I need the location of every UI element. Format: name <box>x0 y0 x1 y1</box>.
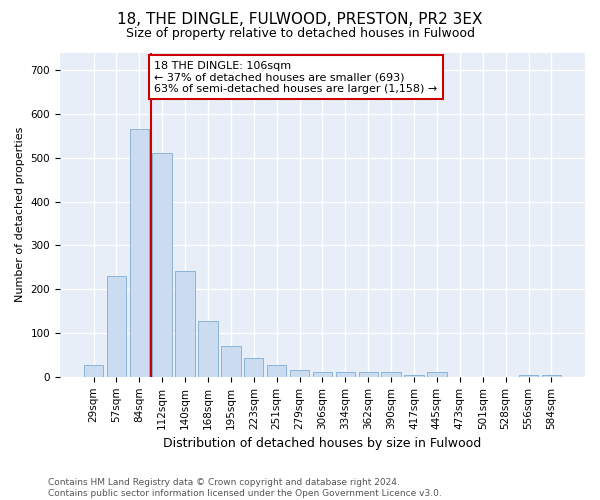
Text: 18 THE DINGLE: 106sqm
← 37% of detached houses are smaller (693)
63% of semi-det: 18 THE DINGLE: 106sqm ← 37% of detached … <box>154 60 437 94</box>
Bar <box>221 346 241 377</box>
Bar <box>107 276 126 377</box>
Text: Contains HM Land Registry data © Crown copyright and database right 2024.
Contai: Contains HM Land Registry data © Crown c… <box>48 478 442 498</box>
Bar <box>267 365 286 377</box>
Text: 18, THE DINGLE, FULWOOD, PRESTON, PR2 3EX: 18, THE DINGLE, FULWOOD, PRESTON, PR2 3E… <box>117 12 483 28</box>
Bar <box>335 372 355 377</box>
Bar <box>152 154 172 377</box>
Bar <box>198 321 218 377</box>
Bar <box>130 129 149 377</box>
Bar <box>427 372 446 377</box>
Bar <box>542 374 561 377</box>
X-axis label: Distribution of detached houses by size in Fulwood: Distribution of detached houses by size … <box>163 437 482 450</box>
Bar <box>290 370 309 377</box>
Text: Size of property relative to detached houses in Fulwood: Size of property relative to detached ho… <box>125 28 475 40</box>
Bar <box>313 372 332 377</box>
Bar <box>359 372 378 377</box>
Bar <box>382 372 401 377</box>
Bar <box>244 358 263 377</box>
Bar <box>404 374 424 377</box>
Bar <box>84 364 103 377</box>
Bar <box>519 374 538 377</box>
Y-axis label: Number of detached properties: Number of detached properties <box>15 127 25 302</box>
Bar <box>175 271 195 377</box>
